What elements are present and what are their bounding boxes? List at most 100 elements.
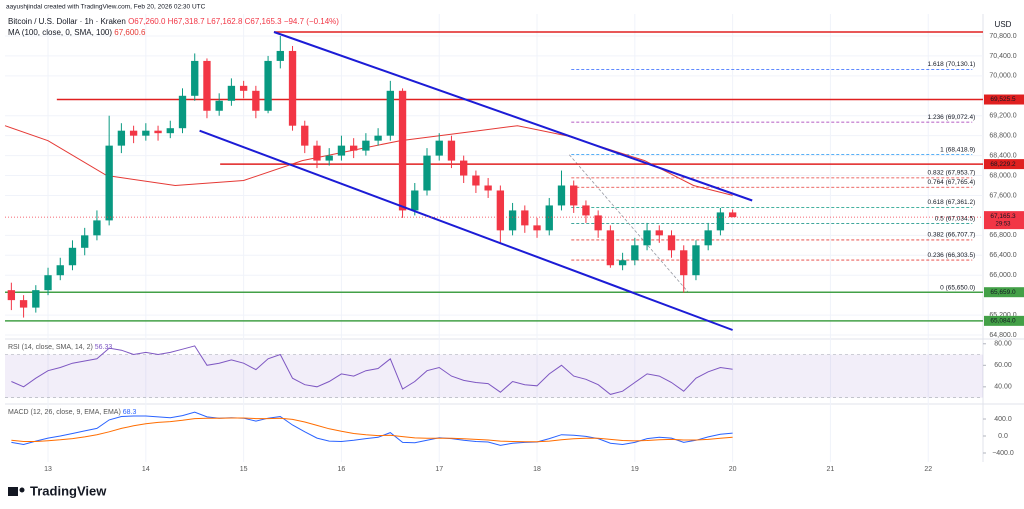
candle-body (19, 300, 28, 308)
candle-body (313, 145, 321, 161)
y-tick-label: 70,400.0 (989, 53, 1016, 60)
candle-body (386, 90, 394, 136)
candle-body (203, 60, 211, 111)
candle-body (631, 245, 639, 261)
fib-label: 1.618 (70,130.1) (928, 61, 976, 68)
candle-body (545, 205, 553, 231)
y-tick-label: 68,800.0 (989, 133, 1016, 140)
candle-body (423, 155, 431, 191)
candle-body (667, 235, 676, 251)
author-line: aayushjindal created with TradingView.co… (6, 4, 206, 11)
candle-body (154, 130, 162, 134)
fib-label: 0 (65,650.0) (940, 284, 975, 291)
fib-diagonal (568, 154, 689, 293)
x-tick-label: 19 (631, 466, 639, 473)
fib-label: 1.236 (69,072.4) (928, 114, 976, 121)
level-label: 65,084.0 (990, 318, 1016, 325)
candle-body (472, 175, 480, 186)
brand-name: TradingView (30, 483, 107, 498)
last-price-label: 67,165.3 (990, 213, 1016, 220)
indicator-line (11, 411, 733, 446)
x-tick-label: 22 (924, 466, 932, 473)
candle-body (7, 290, 16, 301)
candle-body (728, 212, 737, 218)
brand-logo: TradingView (8, 483, 107, 498)
candle-body (81, 235, 89, 248)
symbol: Bitcoin / U.S. Dollar · 1h · Kraken (8, 17, 126, 26)
y-tick-label: 68,400.0 (989, 152, 1016, 159)
ohlc: −94.7 (−0.14%) (284, 17, 339, 26)
candle-body (93, 220, 101, 236)
y-tick-label: 66,000.0 (989, 272, 1016, 279)
candle-body (191, 60, 199, 96)
y-tick-label: 68,000.0 (989, 172, 1016, 179)
candle-body (288, 50, 297, 126)
price-scale-bg (983, 0, 1024, 462)
candle-body (166, 128, 174, 134)
rsi-band (5, 354, 983, 398)
candle-body (117, 130, 126, 146)
y-tick-label: 69,200.0 (989, 113, 1016, 120)
channel-line (199, 129, 733, 331)
candle-body (337, 145, 346, 156)
fib-label: 0.832 (67,953.7) (928, 170, 976, 177)
macd-title: MACD (12, 26, close, 9, EMA, EMA) (8, 409, 121, 416)
candle-body (496, 190, 505, 231)
rsi-legend: RSI (14, close, SMA, 14, 2) 56.33 (8, 344, 112, 351)
candle-body (374, 135, 382, 141)
level-tag (984, 287, 1024, 298)
candle-body (142, 130, 150, 136)
level-tag (984, 159, 1024, 170)
rsi-value: 56.33 (95, 344, 113, 351)
y-tick-label: 400.0 (994, 416, 1012, 423)
y-tick-label: 64,800.0 (989, 332, 1016, 339)
fib-label: 0.382 (66,707.7) (928, 232, 976, 239)
candle-body (704, 230, 712, 246)
ohlc: O67,260.0 (128, 17, 166, 26)
candle-body (325, 155, 333, 161)
candle-body (557, 185, 566, 206)
fib-label: 0.618 (67,361.2) (928, 199, 976, 206)
x-tick-label: 13 (44, 466, 52, 473)
y-tick-label: 66,800.0 (989, 232, 1016, 239)
candle-body (460, 160, 468, 176)
candle-body (594, 215, 602, 231)
candle-body (643, 230, 651, 246)
symbol-legend: Bitcoin / U.S. Dollar · 1h · Kraken O67,… (8, 17, 339, 26)
candle-body (533, 225, 541, 231)
ma-value: 67,600.6 (114, 28, 146, 37)
candle-body (44, 275, 52, 291)
countdown: 29:53 (995, 222, 1011, 228)
level-tag (984, 94, 1024, 105)
ma-name: MA (100, close, 0, SMA, 100) (8, 28, 112, 37)
y-tick-label: −400.0 (992, 450, 1014, 457)
candle-body (447, 140, 456, 161)
fib-label: 0.5 (67,034.5) (935, 215, 975, 222)
candle-body (252, 90, 260, 111)
candle-body (582, 205, 590, 216)
candle-body (276, 50, 284, 61)
candle-body (606, 230, 615, 266)
candle-body (521, 210, 529, 226)
y-tick-label: 70,000.0 (989, 73, 1016, 80)
x-tick-label: 15 (240, 466, 248, 473)
candle-body (570, 185, 578, 206)
candle-body (215, 100, 223, 111)
y-tick-label: 0.0 (998, 433, 1008, 440)
ma-legend: MA (100, close, 0, SMA, 100) 67,600.6 (8, 28, 146, 37)
candle-body (239, 85, 248, 91)
level-label: 69,525.5 (990, 96, 1016, 103)
candle-body (508, 210, 517, 231)
rsi-title: RSI (14, close, SMA, 14, 2) (8, 344, 93, 351)
x-tick-label: 21 (827, 466, 835, 473)
candle-body (716, 212, 725, 231)
ohlc: C67,165.3 (245, 17, 282, 26)
x-tick-label: 16 (338, 466, 346, 473)
candle-body (411, 190, 419, 211)
candle-body (178, 95, 187, 129)
candle-body (680, 250, 688, 276)
fib-label: 0.236 (66,303.5) (928, 252, 976, 259)
candle-body (68, 247, 77, 266)
candle-body (32, 290, 40, 308)
